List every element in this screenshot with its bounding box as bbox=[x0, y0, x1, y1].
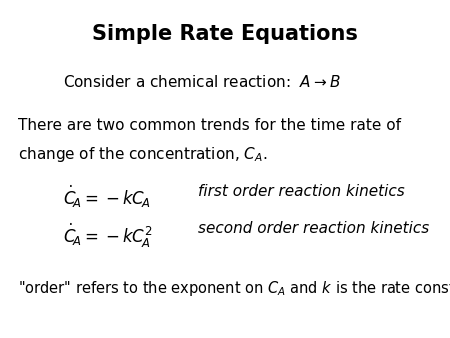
Text: first order reaction kinetics: first order reaction kinetics bbox=[198, 184, 405, 199]
Text: Simple Rate Equations: Simple Rate Equations bbox=[92, 24, 358, 44]
Text: change of the concentration, $C_A$.: change of the concentration, $C_A$. bbox=[18, 145, 267, 164]
Text: There are two common trends for the time rate of: There are two common trends for the time… bbox=[18, 118, 401, 133]
Text: "order" refers to the exponent on $C_A$ and $k$ is the rate constant.: "order" refers to the exponent on $C_A$ … bbox=[18, 279, 450, 298]
Text: Consider a chemical reaction:  $\mathit{A} \rightarrow \mathit{B}$: Consider a chemical reaction: $\mathit{A… bbox=[63, 74, 341, 90]
Text: $\dot{C}_{\!A} = -kC_{\!A}^2$: $\dot{C}_{\!A} = -kC_{\!A}^2$ bbox=[63, 221, 153, 249]
Text: second order reaction kinetics: second order reaction kinetics bbox=[198, 221, 429, 236]
Text: $\dot{C}_{\!A} = -kC_{\!A}$: $\dot{C}_{\!A} = -kC_{\!A}$ bbox=[63, 184, 151, 210]
